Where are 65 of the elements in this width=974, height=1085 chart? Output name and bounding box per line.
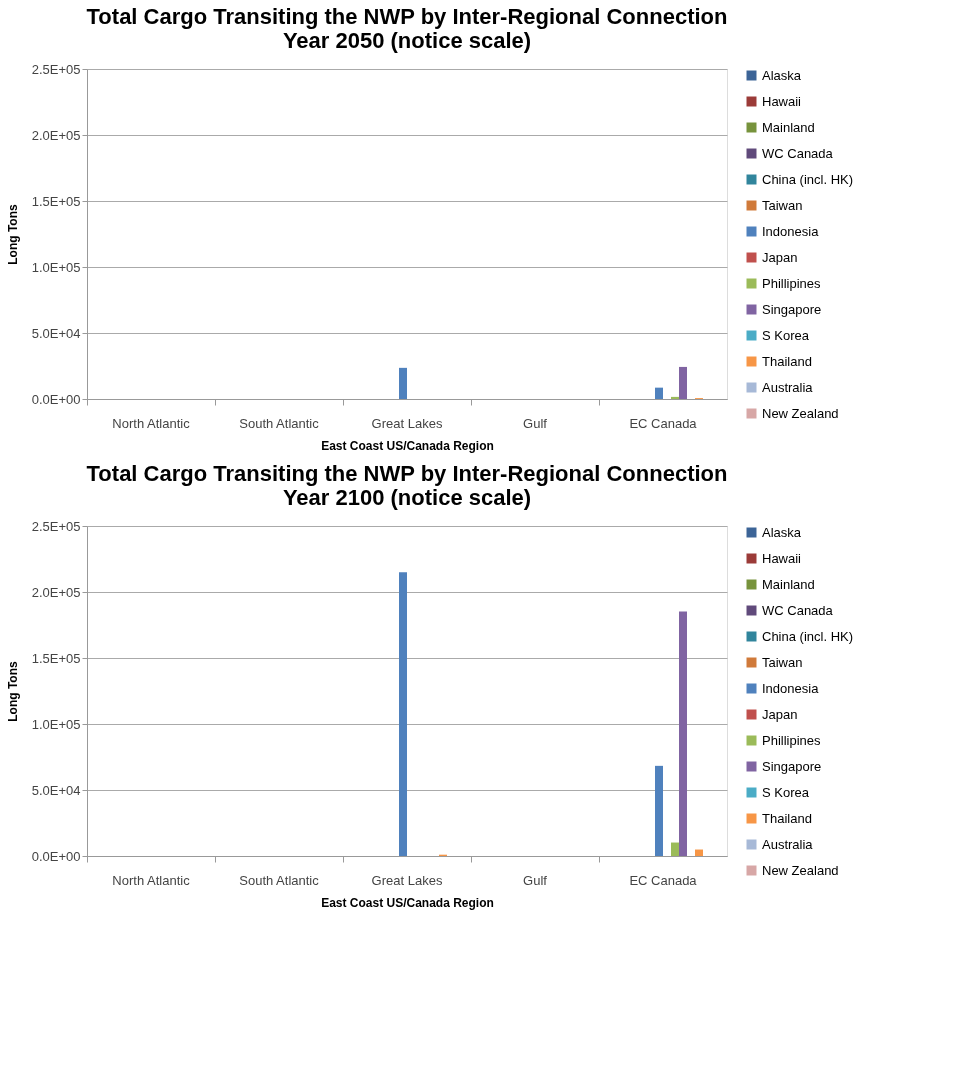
x-tick-label: Great Lakes: [371, 872, 443, 888]
legend-label: Alaska: [762, 524, 802, 540]
bar: [679, 611, 687, 856]
bar: [399, 572, 407, 856]
bar: [399, 367, 407, 399]
legend-label: Phillipines: [762, 732, 822, 748]
legend-label: Singapore: [762, 301, 822, 317]
legend-label: Taiwan: [762, 197, 803, 213]
legend-label: S Korea: [762, 327, 810, 343]
bar: [671, 842, 679, 856]
x-tick-label: South Atlantic: [239, 872, 320, 888]
legend-label: Alaska: [762, 67, 802, 83]
legend-label: Australia: [762, 379, 814, 395]
y-tick-label: 1.0E+05: [31, 259, 81, 275]
legend-label: Japan: [762, 706, 798, 722]
legend-label: New Zealand: [762, 405, 839, 421]
legend-label: New Zealand: [762, 862, 839, 878]
bar: [671, 396, 679, 399]
x-tick-label: Gulf: [523, 415, 548, 431]
legend-label: Indonesia: [762, 680, 820, 696]
legend-label: WC Canada: [762, 145, 834, 161]
legend-label: WC Canada: [762, 602, 834, 618]
legend-label: Taiwan: [762, 654, 803, 670]
y-tick-label: 5.0E+04: [31, 325, 81, 341]
y-axis-title: Long Tons: [5, 660, 20, 722]
legend-label: S Korea: [762, 784, 810, 800]
chart-title: Total Cargo Transiting the NWP by Inter-Regional Connection Year 2050 (notice scale): [86, 4, 728, 53]
x-axis-title: East Coast US/Canada Region: [321, 438, 494, 453]
x-tick-label: South Atlantic: [239, 415, 320, 431]
y-tick-label: 0.0E+00: [31, 848, 81, 864]
x-tick-label: North Atlantic: [112, 872, 191, 888]
y-tick-label: 0.0E+00: [31, 391, 81, 407]
x-tick-label: EC Canada: [629, 872, 698, 888]
bar: [695, 849, 703, 856]
legend-label: Phillipines: [762, 275, 822, 291]
chart-title: Total Cargo Transiting the NWP by Inter-Regional Connection Year 2100 (notice scale): [86, 461, 728, 510]
legend-label: Indonesia: [762, 223, 820, 239]
legend-label: China (incl. HK): [762, 628, 854, 644]
x-tick-label: Great Lakes: [371, 415, 443, 431]
y-tick-label: 2.5E+05: [31, 518, 81, 534]
x-tick-label: EC Canada: [629, 415, 698, 431]
legend-label: Australia: [762, 836, 814, 852]
bar: [655, 765, 663, 856]
legend-label: Japan: [762, 249, 798, 265]
legend-label: Thailand: [762, 810, 812, 826]
legend-label: Mainland: [762, 576, 815, 592]
y-tick-label: 1.5E+05: [31, 650, 81, 666]
y-tick-label: 5.0E+04: [31, 782, 81, 798]
legend-label: Singapore: [762, 758, 822, 774]
x-tick-label: North Atlantic: [112, 415, 191, 431]
y-tick-label: 1.0E+05: [31, 716, 81, 732]
y-tick-label: 2.5E+05: [31, 61, 81, 77]
y-tick-label: 2.0E+05: [31, 127, 81, 143]
bar: [679, 366, 687, 399]
legend-label: Hawaii: [762, 93, 802, 109]
legend-label: China (incl. HK): [762, 171, 854, 187]
y-tick-label: 1.5E+05: [31, 193, 81, 209]
y-axis-title: Long Tons: [5, 203, 20, 265]
legend-label: Mainland: [762, 119, 815, 135]
x-axis-title: East Coast US/Canada Region: [321, 895, 494, 910]
y-tick-label: 2.0E+05: [31, 584, 81, 600]
bar: [655, 387, 663, 399]
legend-label: Thailand: [762, 353, 812, 369]
legend-label: Hawaii: [762, 550, 802, 566]
x-tick-label: Gulf: [523, 872, 548, 888]
